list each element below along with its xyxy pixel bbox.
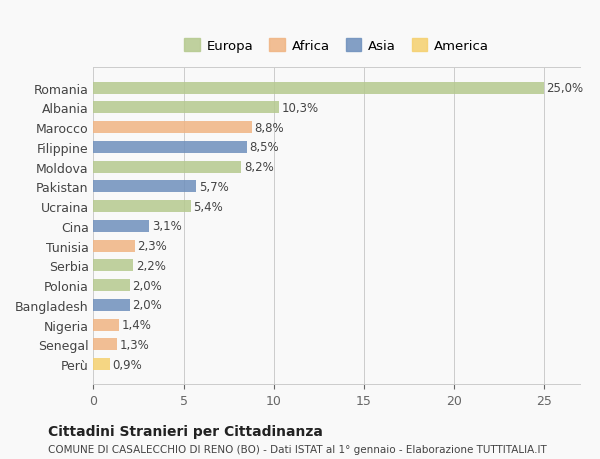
Text: 10,3%: 10,3%	[281, 101, 319, 115]
Bar	[94, 161, 241, 173]
Text: 2,2%: 2,2%	[136, 259, 166, 272]
Bar	[94, 122, 252, 134]
Text: COMUNE DI CASALECCHIO DI RENO (BO) - Dati ISTAT al 1° gennaio - Elaborazione TUT: COMUNE DI CASALECCHIO DI RENO (BO) - Dat…	[48, 444, 547, 454]
Text: 0,9%: 0,9%	[112, 358, 142, 371]
Text: 8,2%: 8,2%	[244, 161, 274, 174]
Bar	[94, 240, 135, 252]
Bar	[94, 83, 544, 94]
Bar	[94, 181, 196, 193]
Bar	[94, 201, 191, 213]
Legend: Europa, Africa, Asia, America: Europa, Africa, Asia, America	[179, 34, 494, 58]
Text: 1,4%: 1,4%	[121, 319, 151, 331]
Text: Cittadini Stranieri per Cittadinanza: Cittadini Stranieri per Cittadinanza	[48, 425, 323, 438]
Bar	[94, 358, 110, 370]
Text: 2,0%: 2,0%	[132, 299, 162, 312]
Text: 8,8%: 8,8%	[254, 121, 284, 134]
Bar	[94, 102, 279, 114]
Text: 8,5%: 8,5%	[249, 141, 279, 154]
Bar	[94, 319, 119, 331]
Text: 1,3%: 1,3%	[119, 338, 149, 351]
Text: 5,7%: 5,7%	[199, 180, 229, 193]
Text: 3,1%: 3,1%	[152, 220, 182, 233]
Bar	[94, 142, 247, 153]
Bar	[94, 280, 130, 291]
Bar	[94, 220, 149, 232]
Bar	[94, 299, 130, 311]
Text: 5,4%: 5,4%	[193, 200, 223, 213]
Bar	[94, 339, 117, 351]
Bar	[94, 260, 133, 272]
Text: 2,0%: 2,0%	[132, 279, 162, 292]
Text: 2,3%: 2,3%	[137, 240, 167, 252]
Text: 25,0%: 25,0%	[547, 82, 584, 95]
